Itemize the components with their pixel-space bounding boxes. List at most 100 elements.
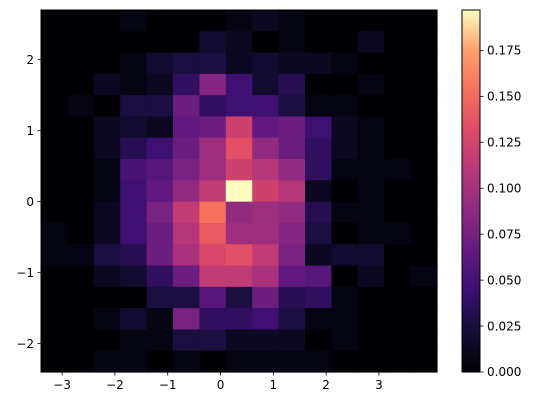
heatmap-cell: [225, 222, 253, 245]
heatmap-cell: [410, 95, 438, 118]
heatmap-cell: [278, 10, 306, 32]
heatmap-cell: [225, 180, 253, 203]
y-tick-label: 0: [26, 195, 34, 209]
x-tick-label: 1: [269, 378, 277, 392]
heatmap-cell: [410, 73, 438, 96]
heatmap-cell: [93, 31, 121, 54]
heatmap-cell: [120, 31, 148, 54]
heatmap-cell: [41, 308, 68, 331]
heatmap-cell: [67, 265, 95, 288]
heatmap-cell: [199, 329, 227, 352]
heatmap-cell: [357, 308, 385, 331]
heatmap-cell: [120, 329, 148, 352]
heatmap-cell: [120, 52, 148, 75]
heatmap-cell: [357, 244, 385, 267]
heatmap-cell: [225, 159, 253, 181]
heatmap-cell: [225, 308, 253, 331]
heatmap-cell: [305, 286, 332, 309]
plot-frame: [40, 9, 438, 373]
heatmap-cell: [146, 137, 174, 160]
heatmap-cell: [252, 95, 280, 118]
heatmap-cell: [410, 180, 438, 203]
heatmap-cell: [357, 222, 385, 245]
heatmap-cell: [199, 95, 227, 118]
heatmap-cell: [410, 137, 438, 160]
heatmap-cell: [93, 201, 121, 224]
colorbar-tick-label: 0.100: [487, 181, 521, 195]
heatmap-cell: [173, 308, 200, 331]
heatmap-cell: [173, 329, 200, 352]
heatmap-cell: [120, 350, 148, 373]
heatmap-cell: [305, 244, 332, 267]
colorbar-axis: 0.000 0.025 0.050 0.075 0.100 0.125 0.150 0.175: [480, 44, 521, 379]
heatmap-cell: [357, 201, 385, 224]
heatmap-cell: [252, 73, 280, 96]
heatmap-cell: [305, 159, 332, 181]
heatmap-cell: [252, 329, 280, 352]
heatmap-cell: [331, 329, 359, 352]
x-tick-label: −1: [159, 378, 177, 392]
heatmap-cell: [93, 222, 121, 245]
heatmap-cell: [278, 286, 306, 309]
heatmap-cell: [67, 31, 95, 54]
heatmap-cell: [410, 286, 438, 309]
colorbar-tick-label: 0.000: [487, 365, 521, 379]
heatmap-cell: [173, 265, 200, 288]
heatmap-cell: [93, 10, 121, 32]
heatmap-cell: [357, 31, 385, 54]
heatmap-cell: [225, 201, 253, 224]
heatmap-cell: [278, 265, 306, 288]
heatmap-cell: [173, 116, 200, 139]
heatmap-cell: [41, 116, 68, 139]
heatmap-cell: [384, 52, 412, 75]
heatmap-cell: [93, 308, 121, 331]
heatmap-cell: [199, 52, 227, 75]
heatmap-cell: [305, 222, 332, 245]
heatmap-cell: [67, 286, 95, 309]
heatmap-cell: [173, 95, 200, 118]
heatmap-cell: [357, 137, 385, 160]
heatmap-cell: [173, 350, 200, 373]
heatmap-cell: [225, 95, 253, 118]
heatmap-cell: [173, 31, 200, 54]
heatmap-cell: [146, 329, 174, 352]
heatmap-cell: [67, 201, 95, 224]
heatmap-cell: [41, 95, 68, 118]
heatmap-cell: [384, 222, 412, 245]
heatmap-cell: [146, 159, 174, 181]
heatmap-cell: [199, 116, 227, 139]
heatmap-cell: [146, 116, 174, 139]
x-axis: −3 −2 −1 0 1 2 3: [53, 372, 383, 392]
heatmap-cell: [199, 308, 227, 331]
heatmap-cell: [67, 308, 95, 331]
heatmap-cell: [225, 10, 253, 32]
heatmap-cell: [278, 201, 306, 224]
heatmap-cell: [199, 73, 227, 96]
heatmap-cell: [120, 10, 148, 32]
heatmap-cell: [120, 201, 148, 224]
heatmap-cell: [225, 31, 253, 54]
heatmap-cell: [93, 286, 121, 309]
heatmap-cell: [67, 116, 95, 139]
heatmap-cell: [41, 137, 68, 160]
heatmap-cell: [278, 329, 306, 352]
heatmap-cell: [93, 116, 121, 139]
x-tick-label: 0: [217, 378, 225, 392]
heatmap-cell: [384, 137, 412, 160]
heatmap-cell: [146, 73, 174, 96]
heatmap-cell: [67, 52, 95, 75]
heatmap-cell: [357, 265, 385, 288]
x-tick-label: 3: [375, 378, 383, 392]
heatmap-cell: [410, 265, 438, 288]
heatmap-cell: [305, 137, 332, 160]
heatmap-cell: [120, 137, 148, 160]
heatmap-cell: [252, 350, 280, 373]
heatmap-cell: [357, 10, 385, 32]
heatmap-cell: [225, 116, 253, 139]
heatmap-cell: [146, 350, 174, 373]
heatmap-cell: [93, 73, 121, 96]
heatmap-cell: [120, 95, 148, 118]
heatmap-cell: [120, 244, 148, 267]
heatmap-cell: [173, 180, 200, 203]
heatmap-cell: [173, 222, 200, 245]
